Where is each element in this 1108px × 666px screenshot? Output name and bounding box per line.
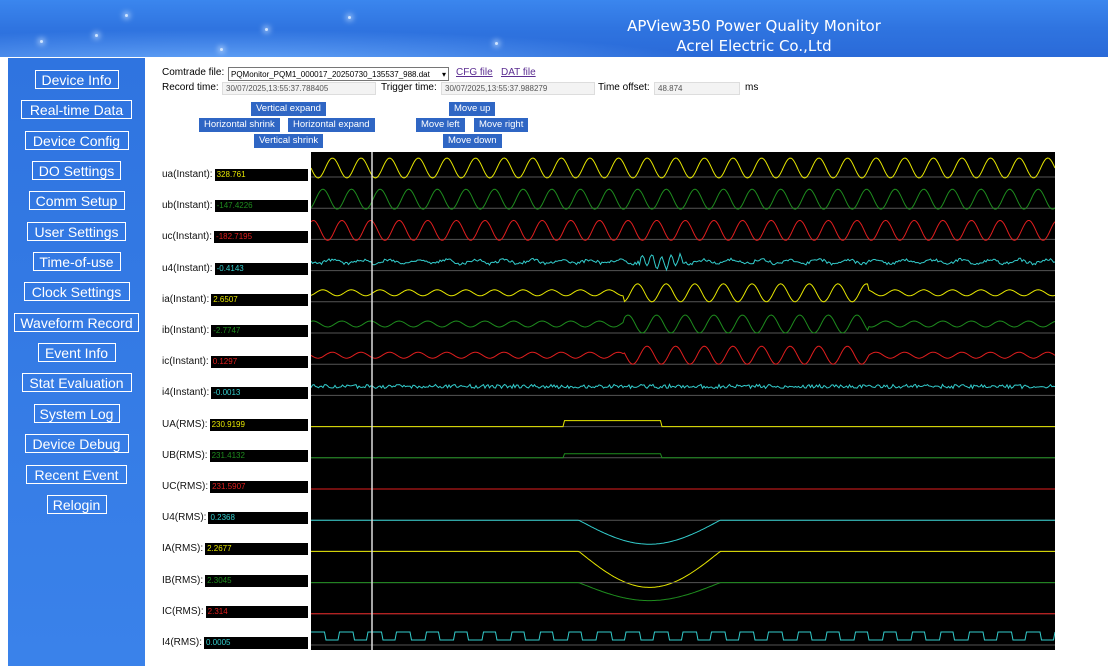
sidebar-item-user-settings[interactable]: User Settings (27, 222, 126, 241)
waveform-trace (311, 157, 1055, 179)
channel-value: 231.4132 (209, 449, 308, 462)
channel-value: 0.1297 (210, 356, 308, 369)
channel-value: 2.2677 (205, 543, 308, 556)
cfg-file-link[interactable]: CFG file (456, 67, 493, 78)
sidebar-item-comm-setup[interactable]: Comm Setup (28, 191, 125, 210)
channel-name: UB(RMS): (162, 449, 208, 461)
time-offset-unit: ms (745, 82, 759, 93)
comtrade-file-value: PQMonitor_PQM1_000017_20250730_135537_98… (231, 70, 430, 79)
waveform-trace (311, 252, 1055, 272)
sidebar-item-time-of-use[interactable]: Time-of-use (32, 252, 121, 271)
horizontal-shrink-button[interactable]: Horizontal shrink (199, 118, 280, 132)
time-offset-label: Time offset: (598, 82, 650, 93)
sidebar-item-waveform-record[interactable]: Waveform Record (14, 313, 139, 332)
sidebar-item-system-log[interactable]: System Log (33, 404, 120, 423)
vertical-expand-button[interactable]: Vertical expand (251, 102, 326, 116)
channel-value: 328.761 (214, 169, 308, 181)
channel-name: ib(Instant): (162, 325, 210, 336)
channel-value: -2.7747 (211, 325, 308, 337)
star-decoration (220, 48, 223, 51)
channel-name: U4(RMS): (162, 512, 207, 524)
channel-value: 2.314 (205, 605, 308, 618)
sidebar-item-event-info[interactable]: Event Info (37, 343, 116, 362)
channel-name: IB(RMS): (162, 574, 204, 586)
sidebar-item-clock-settings[interactable]: Clock Settings (23, 282, 130, 301)
app-title-main: APView350 Power Quality Monitor (627, 17, 881, 35)
sidebar-item-do-settings[interactable]: DO Settings (32, 161, 121, 180)
sidebar-item-stat-evaluation[interactable]: Stat Evaluation (21, 373, 132, 392)
channel-name: I4(RMS): (162, 637, 202, 648)
app-title-company: Acrel Electric Co.,Ltd (676, 37, 832, 55)
channel-name: u4(Instant): (162, 262, 213, 274)
sidebar-item-device-config[interactable]: Device Config (24, 131, 129, 150)
channel-name: IC(RMS): (162, 605, 204, 617)
sidebar-item-recent-event[interactable]: Recent Event (26, 465, 127, 484)
comtrade-file-label: Comtrade file: (162, 67, 225, 78)
comtrade-file-select[interactable]: PQMonitor_PQM1_000017_20250730_135537_98… (228, 67, 449, 81)
channel-value: 2.6507 (211, 293, 308, 306)
vertical-shrink-button[interactable]: Vertical shrink (254, 134, 324, 148)
channel-name: ub(Instant): (162, 200, 213, 212)
waveform-trace (311, 420, 1055, 428)
channel-name: IA(RMS): (162, 543, 204, 555)
sidebar-item-device-info[interactable]: Device Info (34, 70, 119, 89)
waveform-trace (311, 383, 1055, 390)
move-right-button[interactable]: Move right (474, 118, 529, 132)
dat-file-link[interactable]: DAT file (501, 67, 536, 78)
move-down-button[interactable]: Move down (443, 134, 502, 148)
channel-value: -147.4226 (214, 200, 308, 213)
channel-value: -0.0013 (211, 387, 308, 400)
channel-name: i4(Instant): (162, 387, 210, 399)
channel-value: 2.3045 (205, 574, 308, 587)
channel-name: uc(Instant): (162, 231, 213, 243)
channel-value: -0.4143 (214, 262, 308, 275)
page-header: APView350 Power Quality Monitor Acrel El… (0, 0, 1108, 57)
trigger-time-field: 30/07/2025,13:55:37.988279 (441, 82, 595, 95)
waveform-trace (311, 314, 1055, 334)
star-decoration (40, 40, 43, 43)
channel-value: 0.2368 (208, 512, 308, 525)
waveform-trace (311, 345, 1055, 365)
star-decoration (495, 42, 498, 45)
app-title: APView350 Power Quality Monitor Acrel El… (0, 16, 1108, 56)
time-offset-field: 48.874 (654, 82, 740, 95)
channel-name: ua(Instant): (162, 169, 213, 180)
trigger-time-label: Trigger time: (381, 82, 437, 93)
sidebar-item-real-time-data[interactable]: Real-time Data (21, 100, 132, 119)
waveform-trace (311, 188, 1055, 210)
channel-value: -182.7195 (214, 231, 308, 244)
waveform-trace (311, 219, 1055, 241)
waveform-trace (311, 283, 1055, 303)
chevron-down-icon: ▾ (441, 70, 446, 79)
move-left-button[interactable]: Move left (416, 118, 465, 132)
channel-name: ic(Instant): (162, 356, 209, 368)
record-time-label: Record time: (162, 82, 219, 93)
star-decoration (265, 28, 268, 31)
sidebar-item-device-debug[interactable]: Device Debug (24, 434, 129, 453)
star-decoration (95, 34, 98, 37)
waveform-trace (311, 519, 1055, 545)
waveform-trace (311, 631, 1055, 641)
channel-name: ia(Instant): (162, 293, 210, 305)
waveform-trace (311, 582, 1055, 602)
horizontal-expand-button[interactable]: Horizontal expand (288, 118, 375, 132)
move-up-button[interactable]: Move up (449, 102, 496, 116)
channel-value: 230.9199 (209, 418, 308, 431)
star-decoration (125, 14, 128, 17)
channel-name: UA(RMS): (162, 418, 208, 430)
record-time-field: 30/07/2025,13:55:37.788405 (222, 82, 376, 95)
channel-value: 0.0005 (204, 637, 308, 649)
sidebar: Device Info Real-time Data Device Config… (8, 58, 145, 666)
waveform-trace (311, 550, 1055, 588)
channel-value: 231.5907 (210, 481, 308, 493)
star-decoration (348, 16, 351, 19)
waveform-display[interactable] (311, 152, 1055, 650)
channel-name: UC(RMS): (162, 481, 209, 492)
sidebar-item-relogin[interactable]: Relogin (46, 495, 107, 514)
waveform-trace (311, 453, 1055, 459)
